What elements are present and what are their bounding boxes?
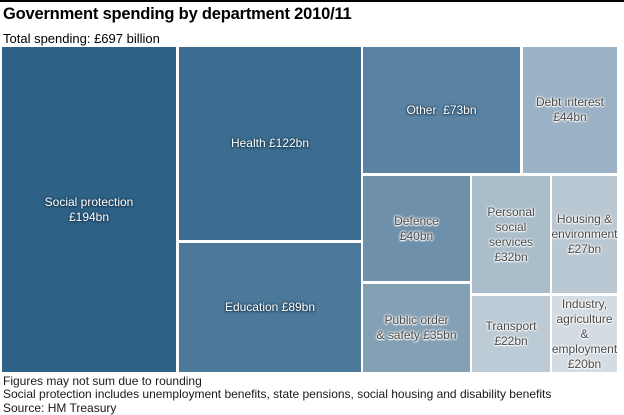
treemap-tile-defence: Defence £40bn	[363, 176, 470, 281]
treemap-tile-housing-environment: Housing & environment £27bn	[551, 176, 618, 293]
treemap-tile-public-order-safety: Public order & safety £35bn	[363, 284, 470, 372]
treemap-tile-health: Health £122bn	[179, 47, 361, 240]
treemap-tile-personal-social-services: Personal social services £32bn	[472, 176, 550, 293]
footnote-rounding: Figures may not sum due to rounding	[3, 374, 202, 388]
treemap-tile-other: Other £73bn	[363, 47, 520, 173]
footnote-social-protection-definition: Social protection includes unemployment …	[3, 387, 552, 402]
tile-label-other: Other £73bn	[406, 102, 477, 117]
footer-notes: Figures may not sum due to rounding Soci…	[3, 374, 552, 415]
treemap-tile-education: Education £89bn	[179, 243, 361, 372]
tile-label-debt-interest: Debt interest £44bn	[535, 95, 605, 124]
tile-label-defence: Defence £40bn	[394, 213, 439, 243]
treemap-tile-social-protection: Social protection £194bn	[2, 47, 176, 372]
page-title: Government spending by department 2010/1…	[3, 5, 352, 23]
tile-label-public-order-safety: Public order & safety £35bn	[376, 313, 457, 342]
treemap-tile-transport: Transport £22bn	[472, 296, 550, 372]
tile-label-housing-environment: Housing & environment £27bn	[551, 212, 618, 256]
tile-label-industry-agriculture-employment: Industry, agriculture & employment £20bn	[551, 296, 618, 371]
tile-label-transport: Transport £22bn	[485, 319, 537, 348]
total-spending-label: Total spending: £697 billion	[3, 31, 160, 46]
tile-label-education: Education £89bn	[224, 300, 316, 314]
treemap-tile-debt-interest: Debt interest £44bn	[523, 47, 617, 173]
tile-label-social-protection: Social protection £194bn	[44, 194, 134, 224]
tile-label-health: Health £122bn	[230, 136, 310, 150]
source-line: Source: HM Treasury	[3, 400, 117, 415]
treemap-tile-industry-agriculture-employment: Industry, agriculture & employment £20bn	[552, 296, 617, 372]
tile-label-personal-social-services: Personal social services £32bn	[487, 204, 535, 264]
top-rule	[0, 0, 624, 2]
